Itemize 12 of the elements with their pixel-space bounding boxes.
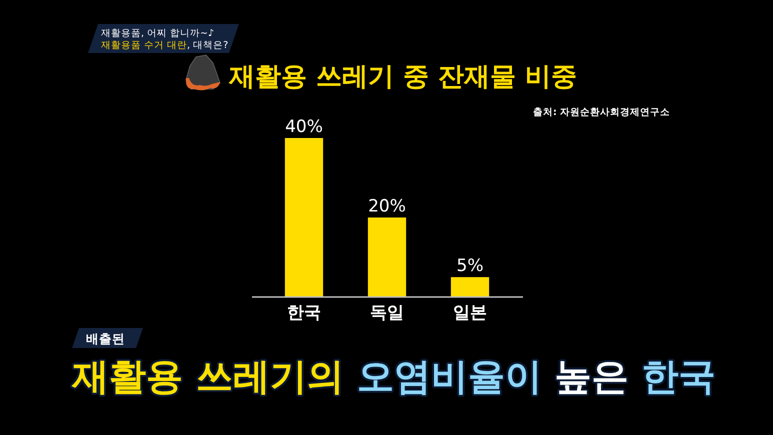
x-tick-label: 독일 [370, 303, 404, 323]
text: 재활용품 수거 대란, 대책은? [101, 40, 228, 51]
data-label: 5% [456, 256, 484, 276]
text: 재활용품, 어찌 합니까~♪ [101, 28, 214, 39]
data-label: 40% [285, 117, 323, 137]
source-note: 출처: 자원순환사회경제연구소 [533, 107, 670, 118]
text: 배출된 [86, 331, 125, 346]
x-tick-label: 한국 [287, 303, 321, 323]
text: 재활용 쓰레기의 오염비율이 높은 한국 [71, 355, 716, 398]
data-label: 20% [368, 196, 406, 216]
chart-title: 재활용 쓰레기 중 잔재물 비중 [228, 62, 578, 92]
x-tick-label: 일본 [453, 303, 487, 323]
